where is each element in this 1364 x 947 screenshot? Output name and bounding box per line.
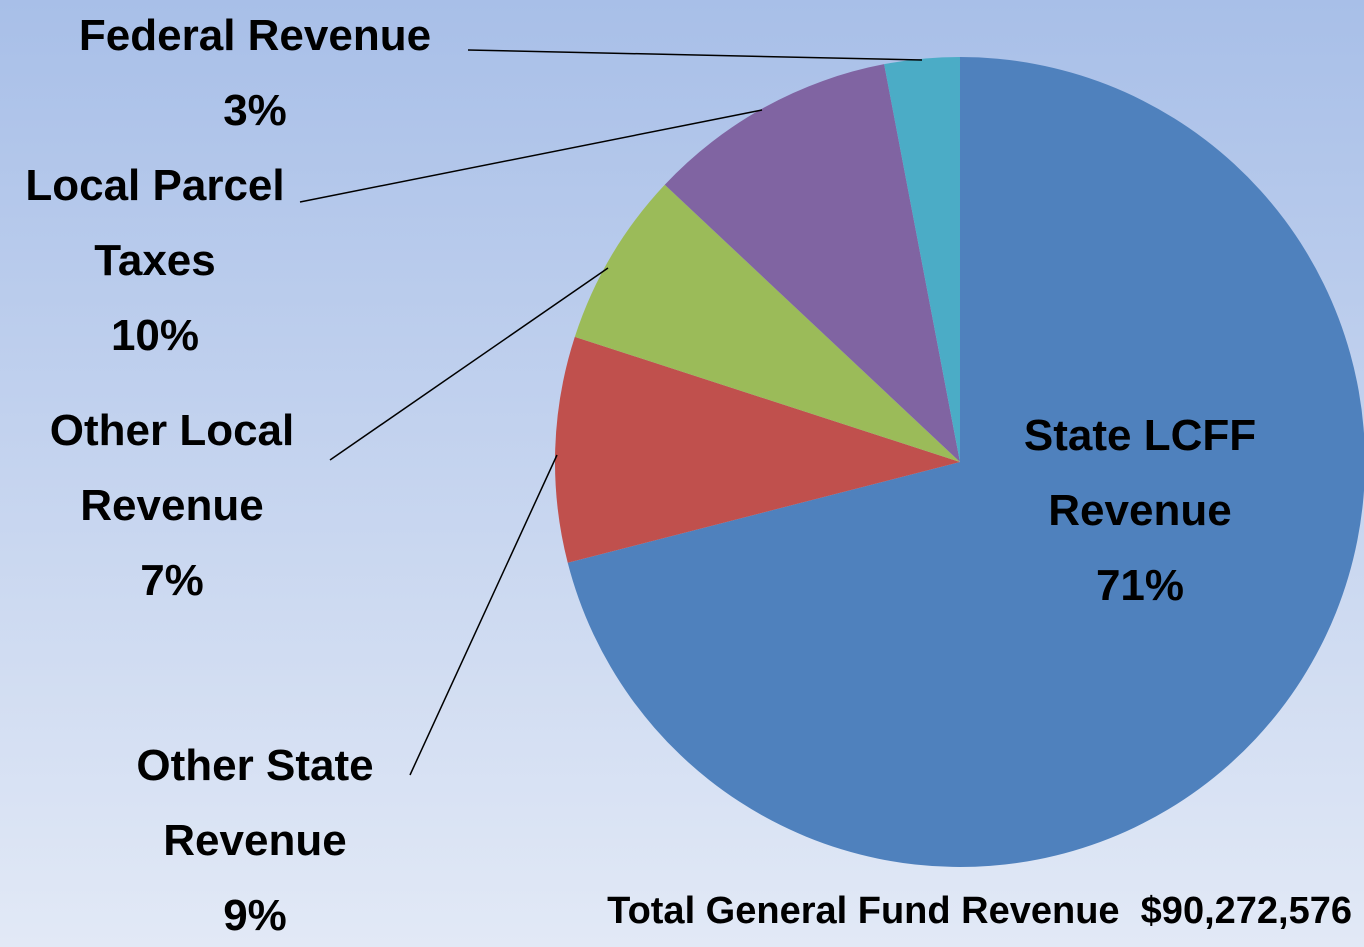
- slice-label: Other Local Revenue 7%: [22, 393, 322, 618]
- slice-percent: 9%: [223, 891, 287, 940]
- pie-slice: [567, 57, 1364, 867]
- slice-name: Other State Revenue: [136, 741, 374, 865]
- leader-line: [409, 454, 558, 776]
- leader-line: [299, 109, 763, 203]
- slice-label: Local Parcel Taxes 10%: [5, 148, 305, 373]
- pie-slice: [555, 336, 960, 563]
- slice-label: Federal Revenue 3%: [25, 0, 485, 148]
- slice-name: Federal Revenue: [78, 11, 432, 60]
- slice-percent: 7%: [140, 556, 204, 605]
- slice-label: Other State Revenue 9%: [105, 728, 405, 947]
- leader-line: [329, 267, 609, 461]
- pie-slice: [574, 184, 960, 462]
- slice-name: Other Local Revenue: [49, 406, 295, 530]
- slice-label: State LCFF Revenue 71%: [990, 398, 1290, 623]
- pie-slice: [884, 57, 960, 462]
- slice-percent: 71%: [1095, 561, 1185, 610]
- pie-slice: [664, 64, 960, 463]
- slice-name: State LCFF Revenue: [1023, 411, 1257, 535]
- slice-percent: 10%: [110, 311, 200, 360]
- slice-name: Local Parcel Taxes: [25, 161, 285, 285]
- total-annotation: Total General Fund Revenue $90,272,576: [607, 890, 1352, 932]
- slice-percent: 3%: [223, 86, 287, 135]
- leader-line: [467, 49, 923, 61]
